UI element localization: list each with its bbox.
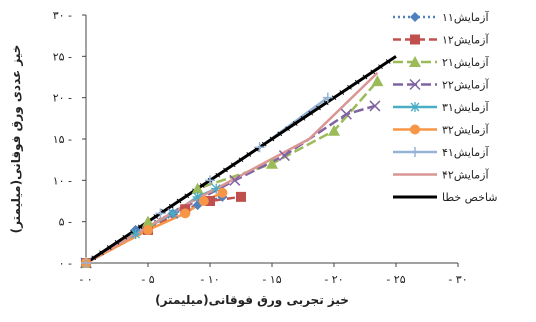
reference-line-tick bbox=[215, 172, 221, 178]
series-line-4 bbox=[85, 104, 376, 265]
legend-swatch-marker bbox=[409, 78, 421, 91]
reference-line-tick bbox=[106, 245, 112, 250]
reference-line-tick bbox=[168, 203, 174, 209]
series-marker-4 bbox=[229, 174, 241, 186]
legend-label: آزمایش۱۱ bbox=[442, 10, 489, 24]
series-marker-2 bbox=[205, 196, 215, 206]
x-tick-label: - ۱۵ bbox=[262, 273, 281, 286]
series-marker-3 bbox=[328, 124, 340, 136]
y-tick-label: ۱۰ - bbox=[53, 174, 72, 187]
reference-line-tick bbox=[130, 229, 135, 235]
series-marker-5 bbox=[192, 191, 203, 202]
legend-swatch-marker bbox=[409, 56, 421, 67]
reference-line-tick bbox=[176, 198, 182, 204]
legend-label: شاخص خطا bbox=[442, 191, 498, 204]
series-marker-6 bbox=[198, 196, 209, 206]
y-tick-label: ۳۰ - bbox=[53, 9, 72, 22]
legend-swatch-marker bbox=[410, 124, 420, 135]
legend-swatch-marker bbox=[410, 12, 420, 22]
reference-line-tick bbox=[292, 121, 298, 126]
reference-line-tick bbox=[261, 141, 267, 147]
x-tick-label: - ۵ bbox=[141, 273, 154, 286]
y-tick-label: ۵ - bbox=[59, 216, 72, 229]
reference-line-tick bbox=[184, 193, 190, 199]
reference-line-tick bbox=[153, 214, 159, 219]
series-marker-7 bbox=[155, 208, 166, 219]
reference-line-tick bbox=[199, 183, 205, 188]
reference-line-tick bbox=[331, 95, 337, 101]
legend-label: آزمایش۲۲ bbox=[442, 78, 489, 92]
y-axis-title: خیز عددی ورق فوقانی(میلیمتر) bbox=[9, 45, 24, 234]
series-marker-3 bbox=[191, 182, 204, 194]
x-tick-label: - ۳۰ bbox=[448, 273, 467, 286]
reference-line-tick bbox=[114, 239, 120, 245]
reference-line-tick bbox=[316, 105, 321, 111]
legend-label: آزمایش۱۲ bbox=[442, 33, 489, 47]
x-axis-title: خیز تجربی ورق فوقانی(میلیمتر) bbox=[155, 293, 349, 308]
reference-line-tick bbox=[230, 162, 236, 168]
series-line-3 bbox=[85, 80, 379, 265]
y-tick-label: ۱۵ - bbox=[53, 133, 72, 146]
legend: آزمایش۱۱ آزمایش۱۲ آزمایش۲۱ آزمایش۲۲ آزمایش۳۱… bbox=[393, 10, 498, 204]
reference-line-tick bbox=[238, 157, 244, 163]
series-marker-5 bbox=[130, 229, 141, 240]
reference-line-tick bbox=[347, 84, 352, 90]
series-lines bbox=[85, 55, 397, 265]
x-tick-label: - ۱۰ bbox=[200, 273, 219, 286]
reference-line-tick bbox=[246, 152, 252, 157]
series-marker-7 bbox=[254, 142, 265, 153]
plot-area bbox=[80, 14, 459, 269]
reference-line-tick bbox=[99, 250, 104, 256]
series-marker-6 bbox=[217, 187, 228, 198]
legend-swatch-marker bbox=[410, 102, 420, 112]
legend-label: آزمایش۳۱ bbox=[442, 100, 489, 114]
legend-swatch-marker bbox=[410, 147, 420, 157]
reference-line-tick bbox=[385, 59, 391, 64]
series-marker-3 bbox=[371, 75, 384, 87]
legend-label: آزمایش۴۲ bbox=[442, 168, 489, 182]
reference-line-tick bbox=[277, 131, 283, 137]
reference-line-tick bbox=[323, 100, 329, 106]
series-marker-7 bbox=[81, 258, 91, 268]
series-marker-7 bbox=[322, 92, 333, 103]
reference-line-tick bbox=[378, 64, 383, 70]
reference-line-tick bbox=[354, 79, 360, 85]
tick-marks bbox=[82, 14, 459, 267]
series-marker-3 bbox=[266, 157, 278, 169]
series-marker-2 bbox=[236, 191, 246, 202]
reference-line-tick bbox=[269, 136, 275, 142]
legend-label: آزمایش۴۱ bbox=[442, 145, 489, 159]
series-markers bbox=[80, 75, 384, 269]
reference-line-tick bbox=[91, 255, 97, 261]
x-tick-label: - ۲۰ bbox=[324, 273, 343, 286]
reference-line-tick bbox=[122, 234, 128, 240]
series-marker-7 bbox=[205, 175, 215, 186]
legend-label: آزمایش۳۲ bbox=[442, 123, 489, 137]
y-tick-label: ۰ - bbox=[59, 257, 72, 270]
reference-line-tick bbox=[370, 69, 376, 75]
reference-line-tick bbox=[223, 167, 228, 173]
reference-line-tick bbox=[285, 126, 290, 132]
reference-line-tick bbox=[362, 74, 368, 80]
x-tick-label: - ۰ bbox=[79, 273, 92, 286]
series-line-2 bbox=[85, 195, 242, 265]
reference-line-tick bbox=[339, 90, 345, 95]
reference-line-tick bbox=[300, 115, 306, 121]
x-tick-label: - ۲۵ bbox=[386, 273, 405, 286]
reference-line-tick bbox=[137, 224, 143, 230]
series-marker-5 bbox=[167, 208, 178, 219]
series-marker-4 bbox=[369, 100, 381, 112]
series-marker-5 bbox=[211, 183, 222, 194]
series-marker-4 bbox=[278, 150, 290, 162]
series-marker-6 bbox=[143, 224, 153, 235]
series-marker-6 bbox=[180, 208, 191, 219]
series-marker-4 bbox=[340, 108, 352, 120]
y-tick-label: ۲۵ - bbox=[53, 50, 72, 63]
series-marker-3 bbox=[142, 215, 154, 227]
y-tick-label: ۲۰ - bbox=[53, 92, 72, 105]
legend-label: آزمایش۲۱ bbox=[442, 55, 489, 69]
reference-line-tick bbox=[308, 110, 314, 116]
legend-swatch-marker bbox=[410, 34, 420, 45]
